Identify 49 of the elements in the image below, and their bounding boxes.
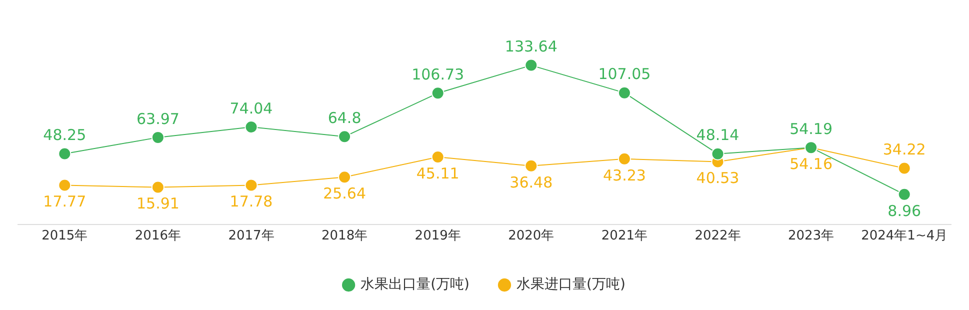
data-label: 48.25 — [43, 126, 86, 144]
point — [524, 159, 538, 172]
point — [618, 86, 631, 100]
point — [898, 162, 911, 175]
x-tick-label: 2020年 — [508, 228, 554, 244]
data-label: 133.64 — [504, 38, 558, 56]
data-label: 25.64 — [323, 184, 366, 203]
data-label: 15.91 — [136, 194, 180, 213]
x-tick-label: 2024年1~4月 — [861, 228, 948, 244]
point — [431, 86, 444, 100]
data-label: 74.04 — [230, 99, 273, 118]
point — [711, 147, 724, 160]
data-label: 54.16 — [790, 154, 833, 173]
data-label: 8.96 — [888, 202, 922, 220]
x-tick-label: 2017年 — [228, 228, 274, 244]
point — [151, 130, 164, 144]
data-label: 107.05 — [598, 65, 651, 84]
legend-label: 水果出口量(万吨) — [360, 276, 470, 293]
point — [338, 170, 352, 184]
data-label: 45.11 — [416, 164, 460, 182]
point — [244, 120, 258, 134]
data-label: 17.77 — [43, 192, 86, 211]
data-label: 17.78 — [230, 192, 273, 211]
data-label: 106.73 — [412, 66, 464, 84]
point — [618, 152, 631, 166]
data-label: 40.53 — [696, 169, 740, 188]
data-label: 63.97 — [136, 110, 180, 128]
data-label: 54.19 — [790, 120, 833, 138]
data-label: 64.8 — [328, 108, 362, 127]
data-label: 34.22 — [882, 140, 926, 159]
point — [524, 58, 538, 72]
point — [431, 150, 444, 164]
point — [898, 188, 911, 201]
point — [151, 180, 164, 194]
data-label: 43.23 — [602, 166, 646, 184]
point — [58, 178, 72, 192]
point — [338, 130, 352, 144]
x-tick-label: 2021年 — [601, 228, 648, 244]
data-label: 36.48 — [510, 173, 553, 192]
point — [58, 147, 72, 160]
x-tick-label: 2016年 — [134, 228, 181, 244]
data-label: 48.14 — [696, 126, 740, 144]
x-tick-label: 2018年 — [322, 228, 368, 244]
x-tick-label: 2015年 — [42, 228, 88, 244]
x-tick-label: 2019年 — [414, 228, 461, 244]
legend-label: 水果进口量(万吨) — [516, 276, 626, 293]
x-tick-label: 2023年 — [788, 228, 834, 244]
x-tick-label: 2022年 — [694, 228, 741, 244]
point — [244, 178, 258, 192]
